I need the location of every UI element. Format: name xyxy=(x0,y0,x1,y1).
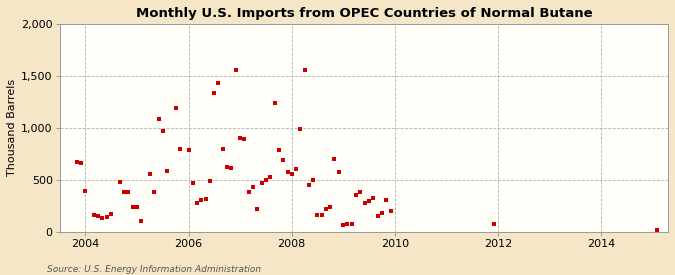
Point xyxy=(355,190,366,194)
Point xyxy=(148,190,159,194)
Point xyxy=(303,183,314,187)
Point xyxy=(226,166,237,170)
Point xyxy=(290,167,301,172)
Point xyxy=(651,228,662,232)
Point xyxy=(89,213,100,218)
Point xyxy=(123,190,134,194)
Point xyxy=(231,67,242,72)
Point xyxy=(115,180,126,184)
Point xyxy=(360,200,371,205)
Point xyxy=(261,178,271,182)
Text: Source: U.S. Energy Information Administration: Source: U.S. Energy Information Administ… xyxy=(47,265,261,274)
Point xyxy=(97,216,108,221)
Point xyxy=(312,213,323,218)
Point xyxy=(329,157,340,161)
Point xyxy=(385,209,396,213)
Point xyxy=(132,205,142,209)
Point xyxy=(218,147,229,151)
Point xyxy=(256,181,267,185)
Point xyxy=(316,213,327,218)
Point xyxy=(325,205,335,209)
Point xyxy=(239,137,250,142)
Point xyxy=(209,90,220,95)
Point xyxy=(321,207,331,211)
Point xyxy=(205,179,215,183)
Point xyxy=(377,211,387,215)
Point xyxy=(170,106,181,110)
Point xyxy=(338,222,349,227)
Point xyxy=(373,214,383,218)
Point xyxy=(200,196,211,201)
Point xyxy=(136,219,146,224)
Point xyxy=(80,189,91,194)
Point xyxy=(295,127,306,131)
Point xyxy=(187,181,198,185)
Point xyxy=(128,205,138,209)
Point xyxy=(248,185,259,189)
Point xyxy=(161,168,172,173)
Point xyxy=(222,165,233,170)
Point xyxy=(157,129,168,133)
Point xyxy=(93,214,104,218)
Point xyxy=(235,136,246,141)
Point xyxy=(269,101,280,105)
Point xyxy=(364,199,375,203)
Point xyxy=(252,207,263,211)
Point xyxy=(153,116,164,121)
Point xyxy=(286,171,297,176)
Point xyxy=(72,160,82,164)
Point xyxy=(76,161,86,166)
Point xyxy=(119,190,130,194)
Point xyxy=(282,169,293,174)
Point xyxy=(381,197,392,202)
Point xyxy=(192,200,202,205)
Point xyxy=(265,175,275,179)
Point xyxy=(213,81,224,85)
Point xyxy=(244,190,254,194)
Point xyxy=(368,195,379,200)
Point xyxy=(144,171,155,176)
Point xyxy=(351,193,362,198)
Point xyxy=(273,147,284,152)
Point xyxy=(333,169,344,174)
Y-axis label: Thousand Barrels: Thousand Barrels xyxy=(7,79,17,177)
Point xyxy=(183,147,194,152)
Point xyxy=(174,147,185,151)
Point xyxy=(277,158,288,162)
Point xyxy=(106,212,117,216)
Point xyxy=(299,67,310,72)
Point xyxy=(346,221,357,226)
Title: Monthly U.S. Imports from OPEC Countries of Normal Butane: Monthly U.S. Imports from OPEC Countries… xyxy=(136,7,592,20)
Point xyxy=(342,221,353,226)
Point xyxy=(308,178,319,182)
Point xyxy=(102,215,113,219)
Point xyxy=(489,221,500,226)
Point xyxy=(196,197,207,202)
